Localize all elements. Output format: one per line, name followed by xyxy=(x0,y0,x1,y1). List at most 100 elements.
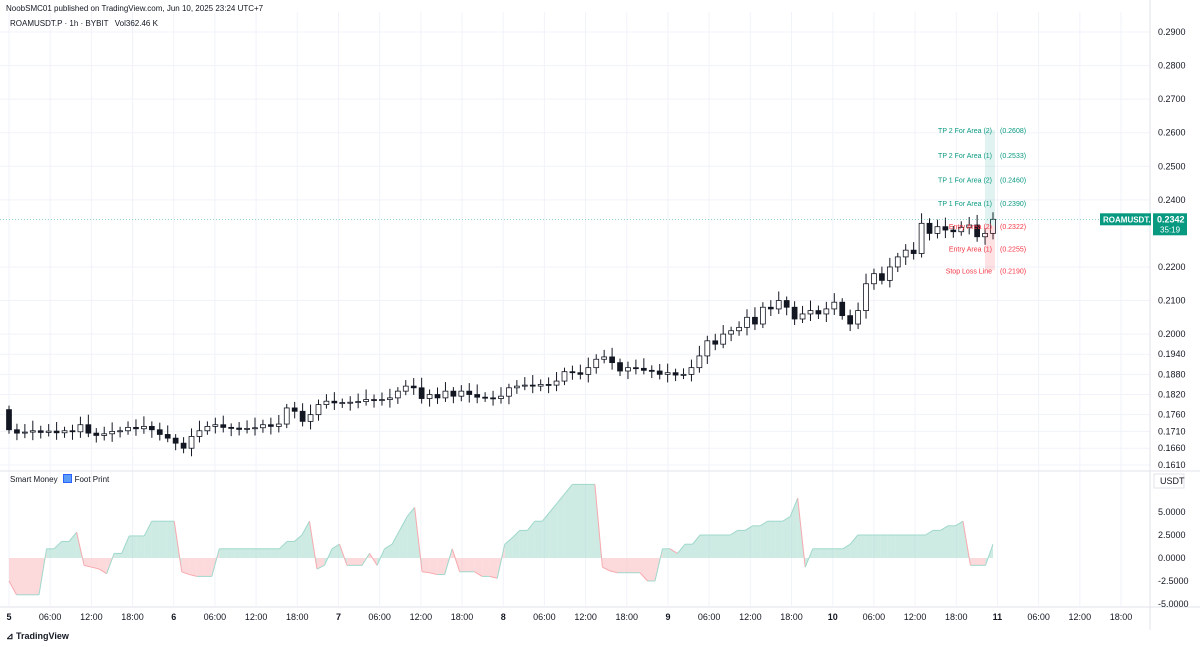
candle-body xyxy=(315,404,322,416)
candle-body xyxy=(482,396,488,399)
indicator-area xyxy=(662,548,671,558)
candle-body xyxy=(514,385,520,389)
candle-body xyxy=(474,394,481,398)
indicator-area xyxy=(647,558,655,581)
candle-body xyxy=(775,300,782,310)
indicator-line xyxy=(925,529,934,536)
price-tick-label: 0.2200 xyxy=(1158,262,1186,272)
indicator-area xyxy=(166,521,175,558)
indicator-area xyxy=(151,521,160,558)
candle-body xyxy=(839,301,846,317)
published-header: NoobSMC01 published on TradingView.com, … xyxy=(6,4,264,13)
indicator-line xyxy=(451,548,461,572)
indicator-area xyxy=(760,521,768,558)
candle-body xyxy=(656,370,663,375)
indicator-area xyxy=(534,521,543,558)
symbol-legend[interactable]: ROAMUSDT.P · 1h · BYBIT Vol362.46 K xyxy=(10,19,162,28)
level-label: Entry Area (1) xyxy=(949,247,992,254)
indicator-area xyxy=(940,525,948,558)
indicator-line xyxy=(429,572,438,576)
indicator-area xyxy=(730,530,738,558)
time-tick-label: 12:00 xyxy=(1069,612,1092,622)
indicator-line xyxy=(83,564,92,568)
level-value: (0.2322) xyxy=(1000,224,1026,231)
candle-body xyxy=(648,369,655,372)
candle-body xyxy=(863,283,869,311)
indicator-area xyxy=(467,558,475,572)
indicator-area xyxy=(399,516,408,558)
indicator-area xyxy=(241,548,250,558)
indicator-area xyxy=(16,558,25,595)
indicator-tick-label: -2.5000 xyxy=(1158,576,1189,586)
indicator-area xyxy=(722,535,731,558)
indicator-area xyxy=(24,558,32,595)
candle-body xyxy=(720,333,727,345)
candle-body xyxy=(418,387,425,399)
candle-body xyxy=(156,429,163,435)
indicator-area xyxy=(61,541,70,558)
price-tick-label: 0.1610 xyxy=(1158,460,1186,470)
candle-body xyxy=(236,427,242,430)
indicator-area xyxy=(256,548,265,558)
indicator-line xyxy=(804,548,814,568)
indicator-area xyxy=(947,525,956,558)
price-tick-label: 0.2900 xyxy=(1158,27,1186,37)
indicator-area xyxy=(917,535,926,558)
indicator-area xyxy=(745,525,753,558)
indicator-line xyxy=(797,498,806,568)
indicator-line xyxy=(692,534,701,545)
candle-body xyxy=(283,407,290,425)
candle-body xyxy=(188,436,195,449)
indicator-area xyxy=(189,558,197,577)
indicator-legend[interactable]: Smart Money Foot Print xyxy=(10,474,109,484)
indicator-area xyxy=(970,558,978,566)
price-tick-label: 0.1880 xyxy=(1158,369,1186,379)
candle-body xyxy=(910,249,917,254)
unit-label: USDT xyxy=(1160,476,1185,486)
indicator-line xyxy=(369,553,378,566)
price-tag-countdown: 35:19 xyxy=(1160,225,1181,234)
candle-body xyxy=(85,424,92,434)
price-tick-label: 0.2600 xyxy=(1158,128,1186,138)
indicator-area xyxy=(114,553,122,558)
indicator-line xyxy=(744,525,753,531)
indicator-line xyxy=(782,516,791,522)
indicator-area xyxy=(347,558,355,566)
indicator-area xyxy=(219,548,227,558)
time-tick-label: 10 xyxy=(828,612,838,622)
candle-body xyxy=(244,428,250,430)
candle-body xyxy=(252,427,258,430)
indicator-line xyxy=(594,484,603,568)
time-tick-label: 18:00 xyxy=(1110,612,1133,622)
indicator-area xyxy=(632,558,640,573)
candle-body xyxy=(760,306,766,325)
indicator-line xyxy=(789,498,799,517)
candle-body xyxy=(847,315,854,325)
indicator-area xyxy=(527,521,535,558)
candle-body xyxy=(402,385,409,392)
level-label: Stop Loss Line xyxy=(946,268,992,275)
indicator-area xyxy=(249,548,257,558)
price-tick-label: 0.1820 xyxy=(1158,390,1186,400)
indicator-area xyxy=(925,530,933,558)
indicator-line xyxy=(602,566,611,572)
brand-text: TradingView xyxy=(16,631,69,641)
indicator-area xyxy=(482,558,490,577)
price-tick-label: 0.1940 xyxy=(1158,349,1186,359)
indicator-area xyxy=(159,521,167,558)
indicator-area xyxy=(767,521,776,558)
indicator-area xyxy=(707,535,716,558)
indicator-area xyxy=(850,535,858,558)
indicator-line xyxy=(849,534,859,545)
indicator-area xyxy=(264,548,272,558)
candle-body xyxy=(434,394,441,399)
footprint-swatch-icon[interactable] xyxy=(62,474,72,483)
time-tick-label: 12:00 xyxy=(574,612,597,622)
indicator-area xyxy=(519,530,528,558)
indicator-area xyxy=(654,548,663,581)
candle-body xyxy=(934,226,941,234)
indicator-line xyxy=(38,548,48,595)
indicator-area xyxy=(775,521,783,558)
candle-body xyxy=(394,390,401,399)
